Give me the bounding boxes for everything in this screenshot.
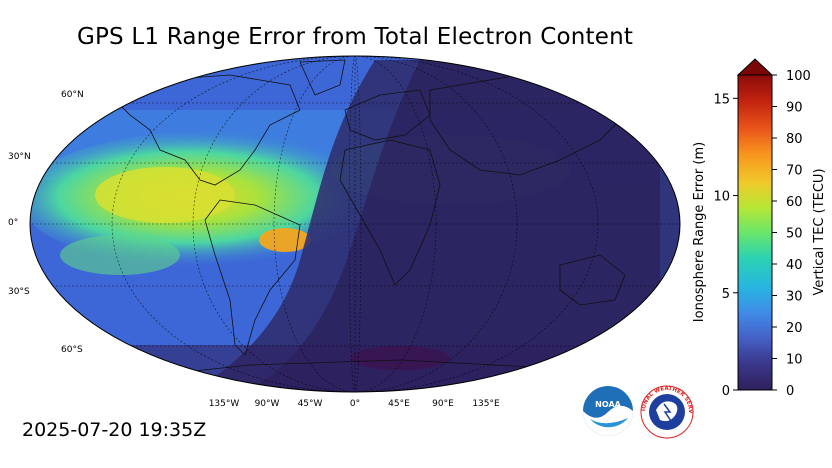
colorbar-right-tick-label: 10	[786, 353, 803, 368]
graticule	[30, 56, 680, 392]
chart-title: GPS L1 Range Error from Total Electron C…	[76, 24, 634, 50]
colorbar-gradient	[738, 75, 772, 390]
colorbar-right-ticks: 0 10 20 30 40 50 60 70 80 90 100	[772, 69, 811, 399]
colorbar-left-ticks: 0 5 10 15	[713, 92, 738, 399]
colorbar-left-tick-label: 15	[713, 92, 730, 107]
colorbar: 0 5 10 15 0 10 20 30 40 50 60 70 80 90 100 Ionosphere…	[692, 58, 827, 399]
colorbar-right-tick-label: 0	[786, 384, 794, 399]
colorbar-right-tick-label: 100	[786, 69, 811, 84]
noaa-logo: NOAA	[583, 386, 633, 436]
lon-label-45e: 45°E	[388, 399, 410, 409]
lon-label-135w: 135°W	[209, 399, 240, 409]
colorbar-right-axis-label: Vertical TEC (TECU)	[812, 168, 827, 295]
globe-outline	[29, 55, 681, 393]
colorbar-right-tick-label: 40	[786, 258, 803, 273]
timestamp: 2025-07-20 19:35Z	[22, 419, 207, 441]
lat-label-30s: 30°S	[8, 287, 30, 297]
lon-label-90w: 90°W	[255, 399, 280, 409]
colorbar-right-tick-label: 50	[786, 227, 803, 242]
colorbar-left-tick-label: 5	[722, 287, 730, 302]
lon-label-0: 0°	[350, 399, 360, 409]
lat-label-0: 0°	[8, 218, 18, 228]
colorbar-left-axis-label: Ionosphere Range Error (m)	[692, 142, 707, 322]
lon-label-90e: 90°E	[432, 399, 454, 409]
colorbar-left-tick-label: 10	[713, 190, 730, 205]
colorbar-right-tick-label: 60	[786, 195, 803, 210]
colorbar-right-tick-label: 80	[786, 132, 803, 147]
colorbar-right-tick-label: 70	[786, 164, 803, 179]
colorbar-right-tick-label: 30	[786, 290, 803, 305]
lat-label-30n: 30°N	[8, 152, 31, 162]
tec-map	[30, 56, 680, 392]
lon-label-135e: 135°E	[472, 399, 500, 409]
colorbar-right-tick-label: 90	[786, 101, 803, 116]
lat-label-60s: 60°S	[61, 345, 83, 355]
colorbar-left-tick-label: 0	[722, 384, 730, 399]
lat-label-60n: 60°N	[61, 90, 84, 100]
lon-label-45w: 45°W	[298, 399, 323, 409]
colorbar-right-tick-label: 20	[786, 321, 803, 336]
noaa-logo-text: NOAA	[595, 400, 621, 409]
colorbar-extend-arrow	[736, 58, 774, 76]
